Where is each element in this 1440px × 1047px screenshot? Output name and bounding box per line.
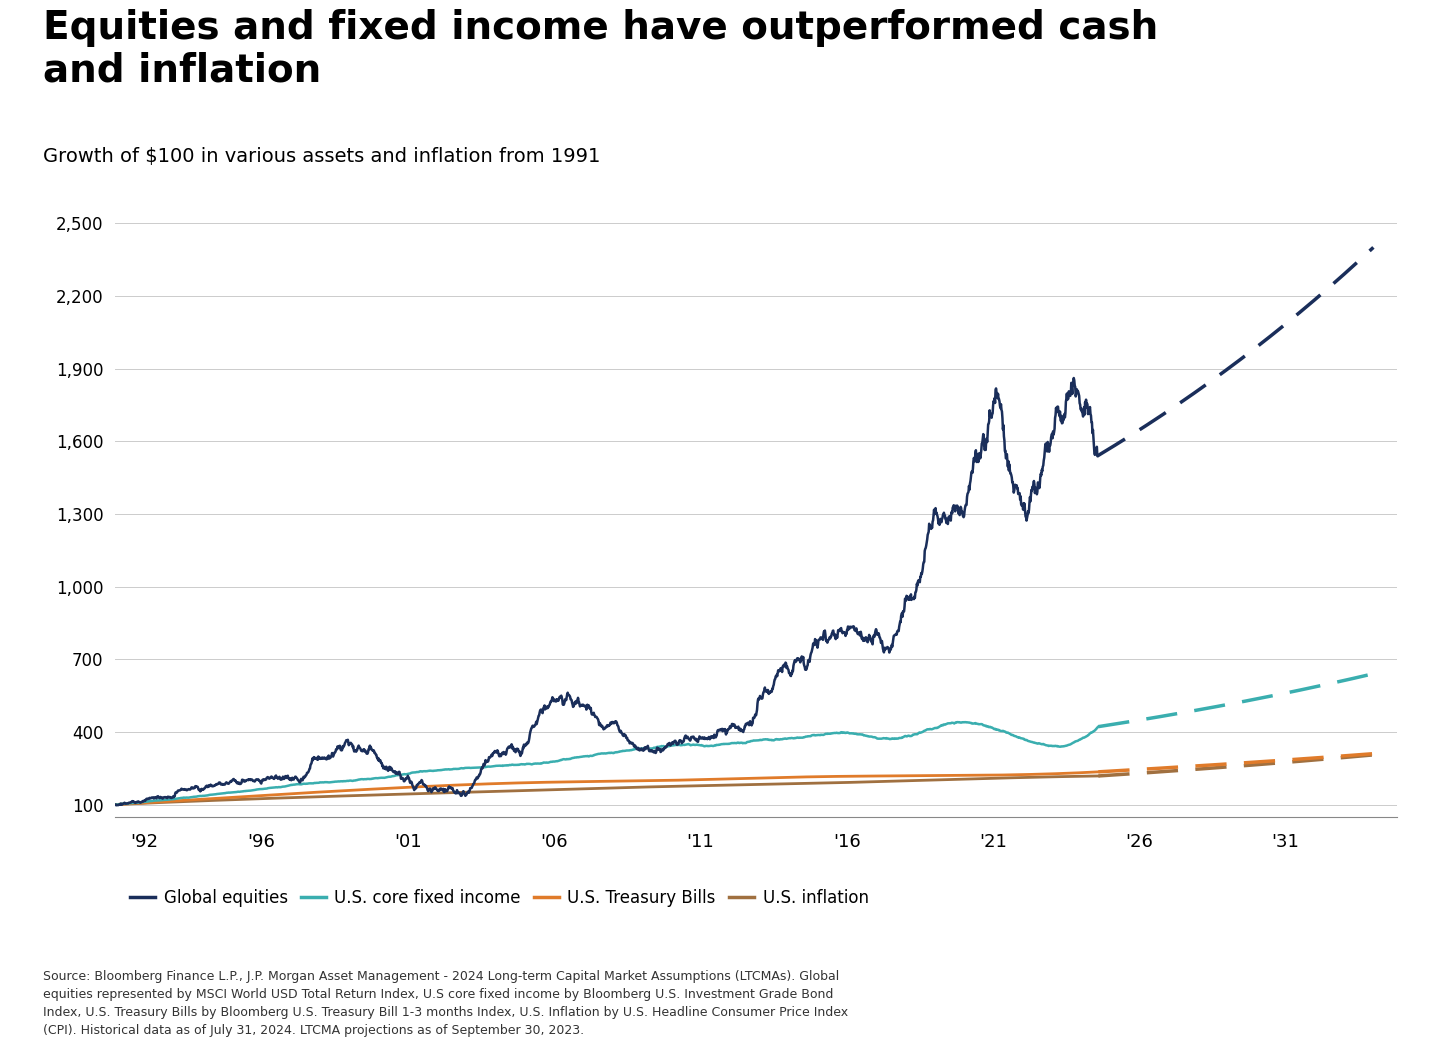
Text: Source: Bloomberg Finance L.P., J.P. Morgan Asset Management - 2024 Long-term Ca: Source: Bloomberg Finance L.P., J.P. Mor… — [43, 970, 848, 1037]
Legend: Global equities, U.S. core fixed income, U.S. Treasury Bills, U.S. inflation: Global equities, U.S. core fixed income,… — [124, 882, 876, 913]
Text: Equities and fixed income have outperformed cash
and inflation: Equities and fixed income have outperfor… — [43, 9, 1158, 90]
Text: Growth of $100 in various assets and inflation from 1991: Growth of $100 in various assets and inf… — [43, 147, 600, 166]
